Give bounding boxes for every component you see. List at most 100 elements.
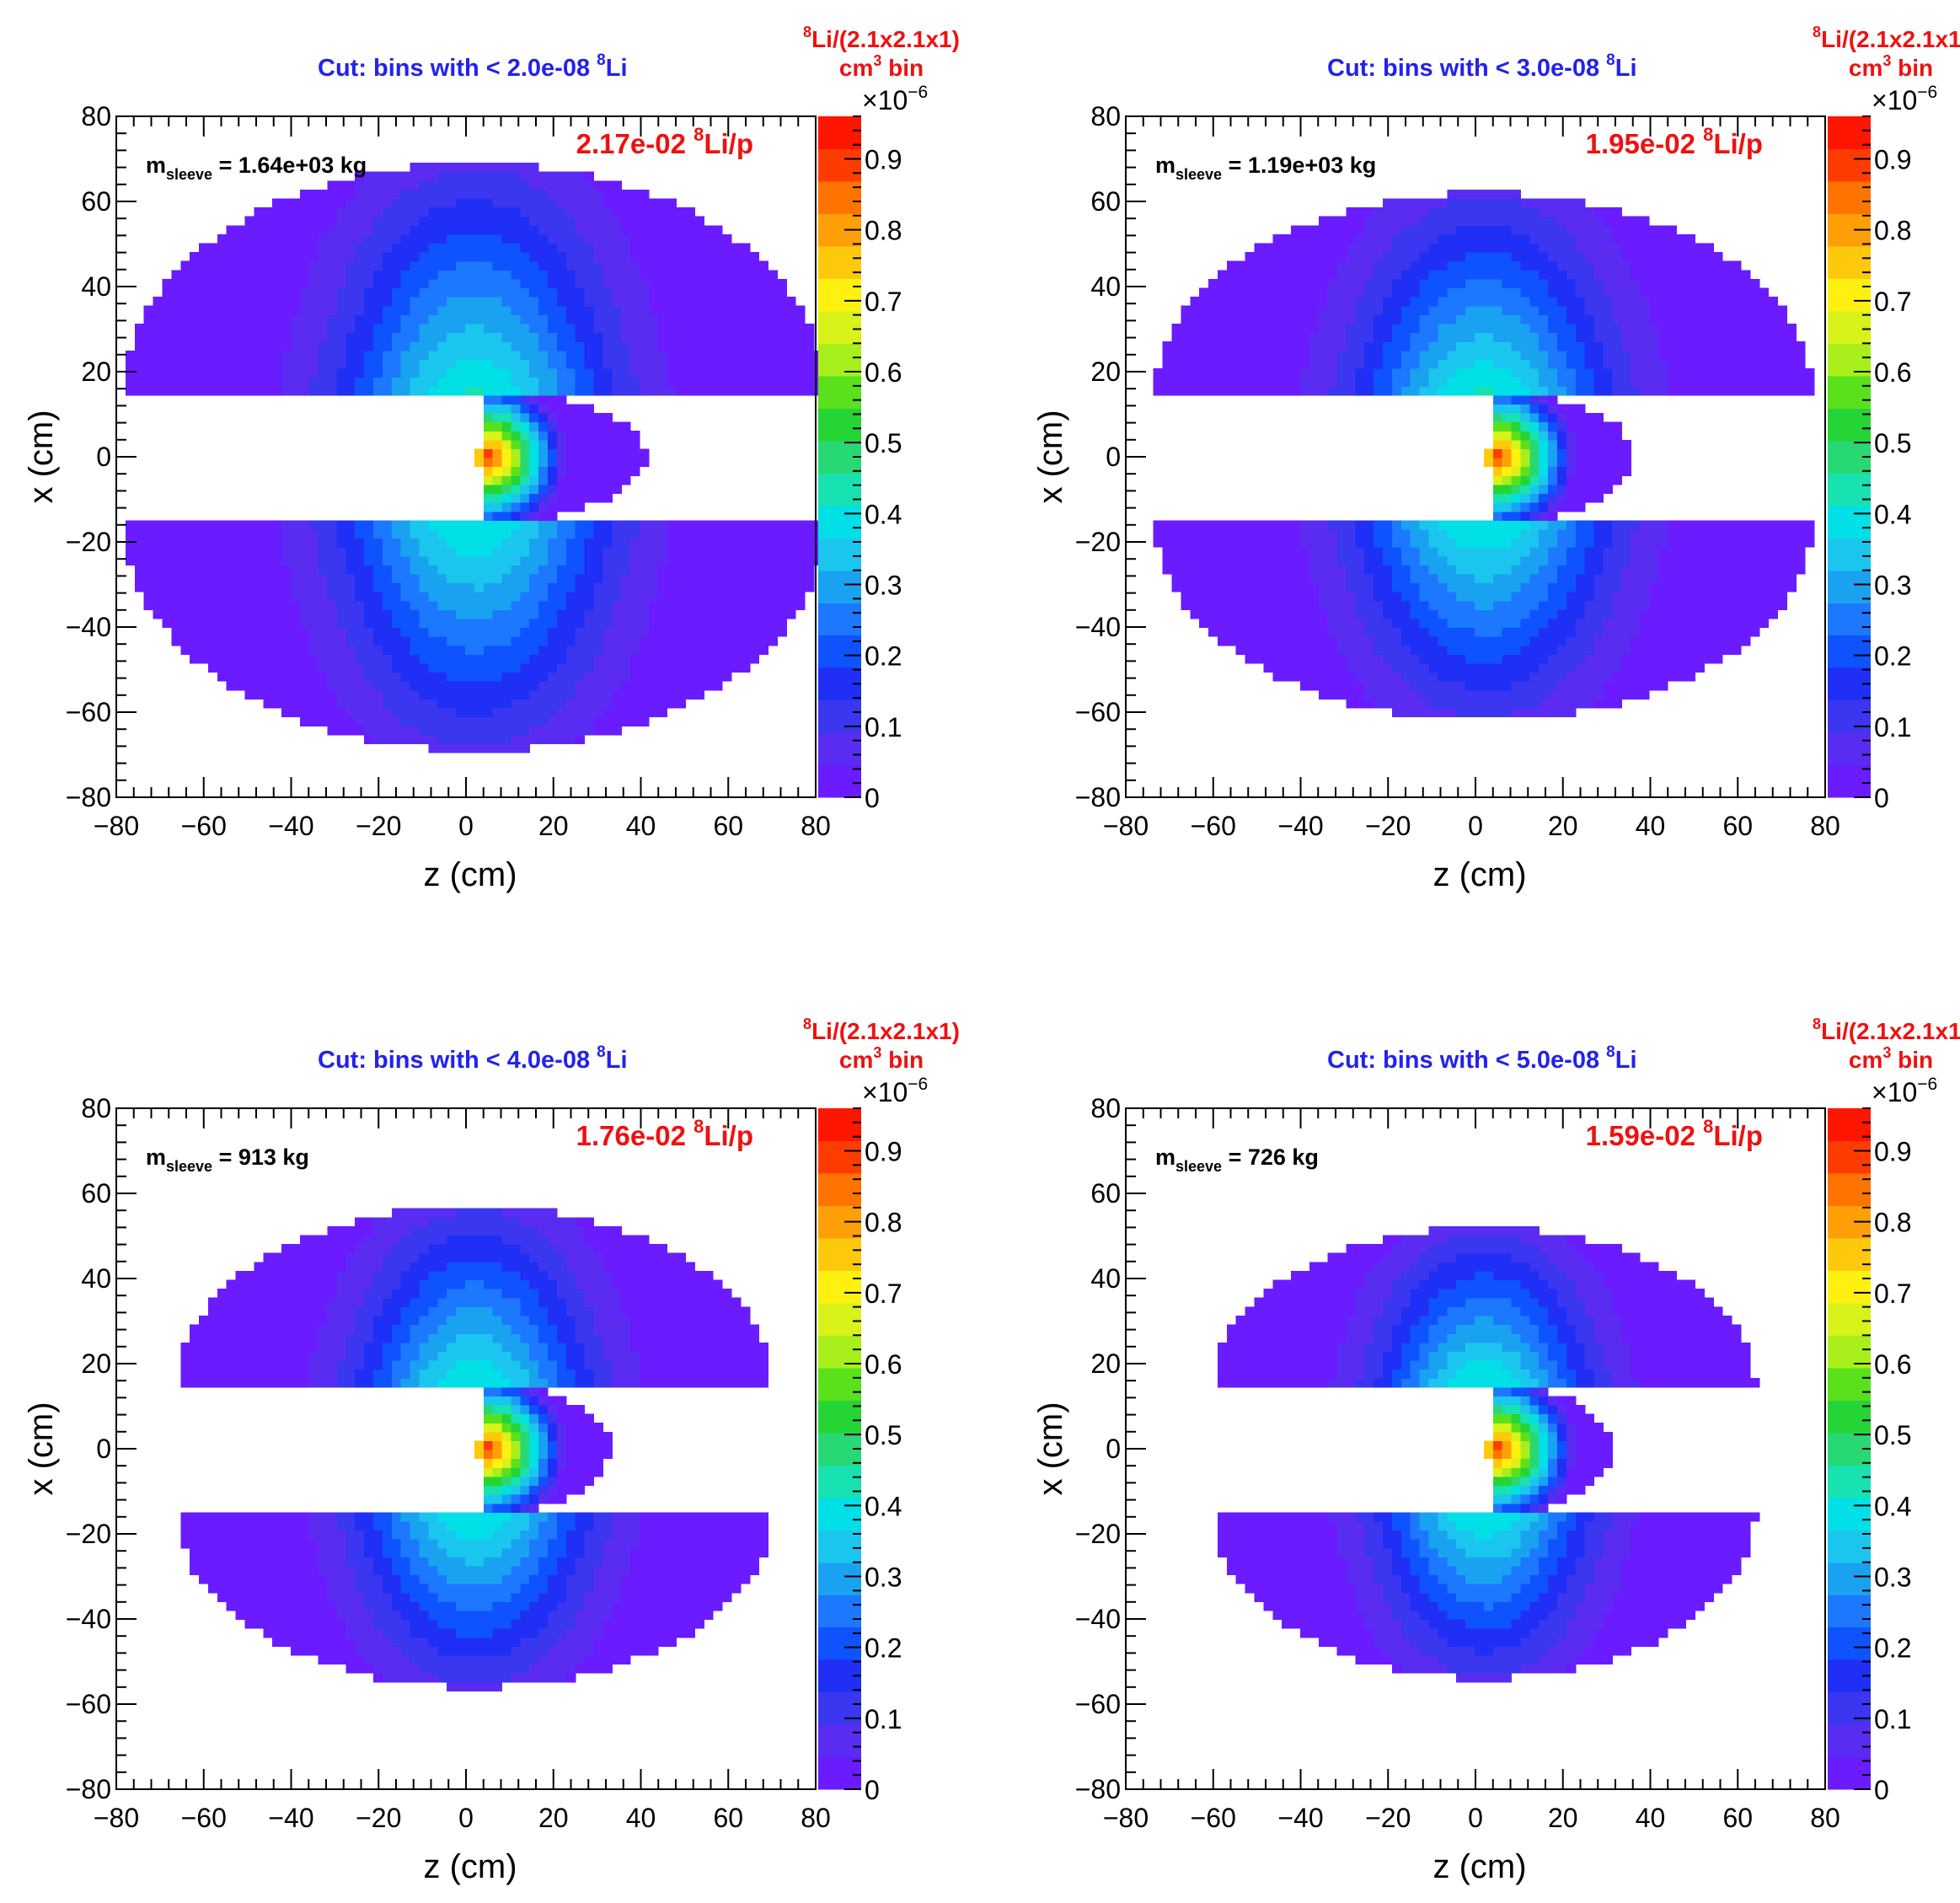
heatmap-cell bbox=[694, 528, 704, 539]
heatmap-cell bbox=[777, 367, 787, 378]
heatmap-cell bbox=[1400, 314, 1411, 324]
heatmap-cell bbox=[1447, 520, 1457, 530]
heatmap-cell bbox=[391, 297, 402, 307]
heatmap-cell bbox=[318, 618, 329, 629]
heatmap-cell bbox=[419, 600, 429, 610]
heatmap-cell bbox=[694, 592, 704, 602]
heatmap-cell bbox=[263, 297, 273, 307]
heatmap-cell bbox=[1391, 672, 1402, 682]
heatmap-cell bbox=[364, 689, 374, 700]
heatmap-cell bbox=[1383, 252, 1393, 262]
heatmap-cell bbox=[520, 609, 530, 619]
heatmap-cell bbox=[226, 555, 237, 566]
heatmap-cell bbox=[593, 252, 603, 262]
heatmap-cell bbox=[327, 305, 338, 315]
heatmap-cell bbox=[1502, 475, 1513, 485]
heatmap-cell bbox=[1391, 662, 1402, 673]
heatmap-cell bbox=[474, 716, 485, 726]
heatmap-cell bbox=[1383, 359, 1393, 369]
heatmap-cell bbox=[355, 341, 365, 351]
heatmap-cell bbox=[704, 592, 714, 602]
heatmap-cell bbox=[244, 252, 254, 262]
heatmap-cell bbox=[290, 627, 301, 637]
heatmap-cell bbox=[1291, 252, 1301, 262]
heatmap-cell bbox=[639, 448, 650, 458]
heatmap-cell bbox=[538, 520, 549, 530]
heatmap-cell bbox=[1447, 707, 1457, 718]
heatmap-cell bbox=[1254, 270, 1264, 280]
heatmap-cell bbox=[1428, 350, 1438, 360]
heatmap-cell bbox=[768, 359, 778, 369]
heatmap-cell bbox=[235, 600, 246, 610]
heatmap-cell bbox=[1254, 287, 1264, 298]
heatmap-cell bbox=[575, 180, 586, 190]
heatmap-cell bbox=[483, 225, 494, 235]
heatmap-cell bbox=[721, 662, 732, 673]
heatmap-cell bbox=[428, 681, 438, 691]
heatmap-cell bbox=[575, 431, 586, 441]
heatmap-cell bbox=[1254, 252, 1264, 262]
heatmap-cell bbox=[1410, 260, 1421, 271]
heatmap-cell bbox=[483, 189, 494, 200]
heatmap-cell bbox=[1199, 332, 1209, 342]
heatmap-cell bbox=[235, 225, 246, 235]
heatmap-cell bbox=[1502, 618, 1513, 629]
heatmap-cell bbox=[1492, 421, 1503, 432]
heatmap-cell bbox=[336, 520, 346, 530]
heatmap-cell bbox=[327, 225, 338, 235]
heatmap-cell bbox=[207, 636, 218, 646]
heatmap-cell bbox=[676, 528, 687, 539]
heatmap-cell bbox=[1410, 314, 1421, 324]
heatmap-cell bbox=[400, 367, 411, 378]
heatmap-cell bbox=[474, 359, 485, 369]
heatmap-cell bbox=[630, 716, 640, 726]
heatmap-cell bbox=[400, 538, 411, 548]
heatmap-cell bbox=[648, 287, 659, 298]
heatmap-cell bbox=[217, 547, 228, 557]
colorbar-tick-label: 0.1 bbox=[865, 712, 902, 742]
heatmap-cell bbox=[244, 233, 254, 244]
heatmap-cell bbox=[456, 726, 466, 736]
heatmap-cell bbox=[556, 555, 567, 566]
heatmap-cell bbox=[327, 323, 338, 334]
heatmap-cell bbox=[419, 278, 429, 289]
heatmap-cell bbox=[731, 609, 742, 619]
heatmap-cell bbox=[657, 233, 668, 244]
heatmap-cell bbox=[713, 278, 723, 289]
heatmap-cell bbox=[1474, 707, 1485, 718]
heatmap-cell bbox=[308, 662, 319, 673]
heatmap-cell bbox=[501, 592, 512, 602]
heatmap-cell bbox=[355, 198, 365, 208]
heatmap-cell bbox=[556, 198, 567, 208]
heatmap-cell bbox=[400, 573, 411, 584]
heatmap-cell bbox=[667, 609, 677, 619]
heatmap-cell bbox=[400, 636, 411, 646]
heatmap-cell bbox=[336, 582, 346, 592]
heatmap-cell bbox=[1400, 297, 1411, 307]
heatmap-cell bbox=[281, 216, 292, 226]
heatmap-cell bbox=[456, 367, 466, 378]
heatmap-cell bbox=[1438, 707, 1448, 718]
heatmap-cell bbox=[263, 699, 273, 709]
heatmap-cell bbox=[1226, 627, 1237, 637]
heatmap-cell bbox=[1483, 573, 1494, 584]
heatmap-cell bbox=[740, 555, 751, 566]
heatmap-cell bbox=[529, 163, 539, 173]
heatmap-cell bbox=[1465, 297, 1475, 307]
heatmap-cell bbox=[556, 484, 567, 495]
heatmap-cell bbox=[511, 734, 521, 744]
heatmap-cell bbox=[364, 171, 374, 181]
heatmap-cell bbox=[272, 243, 282, 253]
heatmap-cell bbox=[612, 431, 622, 441]
heatmap-cell bbox=[1327, 332, 1338, 342]
heatmap-cell bbox=[556, 323, 567, 334]
heatmap-cell bbox=[657, 538, 668, 548]
heatmap-cell bbox=[1383, 681, 1393, 691]
heatmap-cell bbox=[134, 538, 145, 548]
heatmap-cell bbox=[217, 359, 228, 369]
heatmap-cell bbox=[355, 600, 365, 610]
heatmap-cell bbox=[1346, 645, 1356, 655]
heatmap-cell bbox=[565, 484, 576, 495]
heatmap-cell bbox=[428, 386, 438, 396]
heatmap-cell bbox=[1492, 520, 1503, 530]
